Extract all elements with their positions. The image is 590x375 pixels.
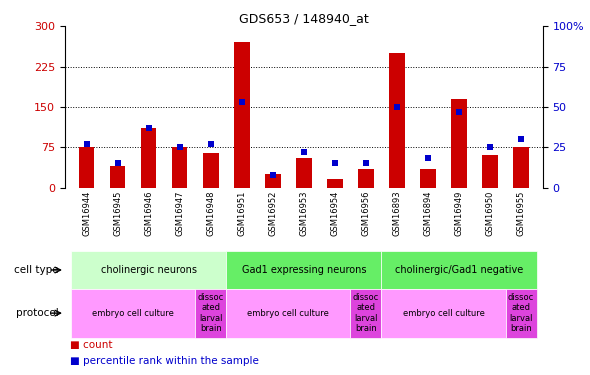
Text: protocol: protocol (17, 308, 59, 318)
Text: cholinergic neurons: cholinergic neurons (101, 265, 196, 275)
Title: GDS653 / 148940_at: GDS653 / 148940_at (239, 12, 369, 25)
Text: GSM16945: GSM16945 (113, 190, 122, 236)
Bar (381, 289, 506, 338)
Text: GSM16951: GSM16951 (237, 190, 246, 236)
Bar (71, 289, 195, 338)
Text: GSM16952: GSM16952 (268, 190, 277, 236)
Bar (227, 251, 381, 289)
Text: ■ percentile rank within the sample: ■ percentile rank within the sample (70, 357, 258, 366)
Text: GSM16946: GSM16946 (144, 190, 153, 236)
Bar (482, 155, 498, 188)
Bar (506, 289, 536, 338)
Bar (265, 174, 281, 188)
Text: GSM16947: GSM16947 (175, 190, 184, 236)
Text: Gad1 expressing neurons: Gad1 expressing neurons (241, 265, 366, 275)
Text: ■ count: ■ count (70, 340, 112, 350)
Bar (110, 166, 126, 188)
Text: cell type: cell type (14, 265, 59, 275)
Text: GSM16894: GSM16894 (424, 190, 432, 236)
Text: GSM16948: GSM16948 (206, 190, 215, 236)
Text: dissoc
ated
larval
brain: dissoc ated larval brain (508, 293, 534, 333)
Bar (195, 289, 227, 338)
Bar (234, 42, 250, 188)
Bar (381, 251, 536, 289)
Text: GSM16944: GSM16944 (82, 190, 91, 236)
Text: GSM16954: GSM16954 (330, 190, 339, 236)
Text: GSM16955: GSM16955 (517, 190, 526, 236)
Text: embryo cell culture: embryo cell culture (247, 309, 329, 318)
Bar (327, 180, 343, 188)
Text: cholinergic/Gad1 negative: cholinergic/Gad1 negative (395, 265, 523, 275)
Text: dissoc
ated
larval
brain: dissoc ated larval brain (198, 293, 224, 333)
Bar (513, 147, 529, 188)
Bar (79, 147, 94, 188)
Text: dissoc
ated
larval
brain: dissoc ated larval brain (353, 293, 379, 333)
Bar (350, 289, 381, 338)
Bar (358, 169, 373, 188)
Text: embryo cell culture: embryo cell culture (92, 309, 174, 318)
Bar (172, 147, 188, 188)
Bar (451, 99, 467, 188)
Bar (227, 289, 350, 338)
Bar (141, 128, 156, 188)
Text: GSM16893: GSM16893 (392, 190, 401, 236)
Text: GSM16953: GSM16953 (299, 190, 309, 236)
Bar (389, 53, 405, 188)
Text: GSM16950: GSM16950 (486, 190, 494, 236)
Text: GSM16949: GSM16949 (454, 190, 464, 236)
Bar (203, 153, 218, 188)
Text: GSM16956: GSM16956 (362, 190, 371, 236)
Bar (71, 251, 227, 289)
Bar (296, 158, 312, 188)
Text: embryo cell culture: embryo cell culture (402, 309, 484, 318)
Bar (420, 169, 436, 188)
